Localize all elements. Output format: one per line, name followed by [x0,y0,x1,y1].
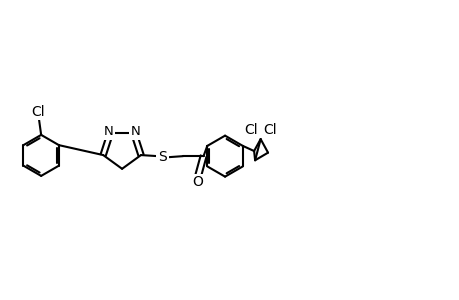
Text: N: N [131,125,140,138]
Text: S: S [158,150,167,164]
Text: Cl: Cl [244,123,257,137]
Text: Cl: Cl [263,123,277,137]
Text: O: O [191,176,202,190]
Text: N: N [103,125,113,138]
Text: Cl: Cl [32,105,45,118]
